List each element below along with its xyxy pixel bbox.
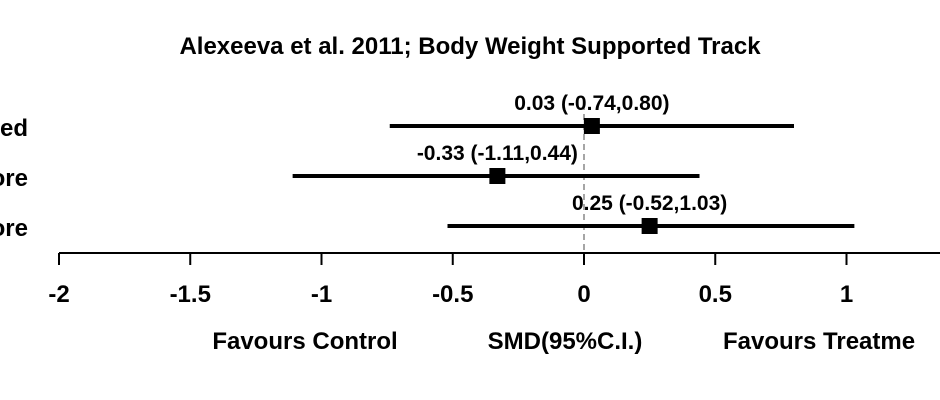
point-estimate-marker bbox=[641, 218, 658, 234]
x-tick-label: 1 bbox=[840, 281, 853, 308]
ci-data-label: -0.33 (-1.11,0.44) bbox=[417, 142, 578, 165]
x-axis: -2 -1.5 -1 -0.5 0 0.5 1 bbox=[48, 252, 940, 308]
rows-layer: 0.03 (-0.74,0.80) ed -0.33 (-1.11,0.44) ore… bbox=[0, 92, 855, 253]
ci-data-label: 0.03 (-0.74,0.80) bbox=[514, 92, 669, 115]
row-label: ore bbox=[0, 165, 28, 192]
ci-data-label: 0.25 (-0.52,1.03) bbox=[572, 192, 727, 215]
x-tick-label: -2 bbox=[48, 281, 69, 308]
row-label: ore bbox=[0, 215, 28, 242]
favours-control-label: Favours Control bbox=[212, 328, 397, 355]
x-tick-label: -1.5 bbox=[170, 281, 211, 308]
x-tick-label: 0.5 bbox=[699, 281, 732, 308]
point-estimate-marker bbox=[583, 118, 600, 134]
smd-ci-label: SMD(95%C.I.) bbox=[488, 328, 643, 355]
row-label: ed bbox=[0, 115, 28, 142]
x-tick-label: -0.5 bbox=[432, 281, 473, 308]
footer-labels: Favours Control SMD(95%C.I.) Favours Tre… bbox=[212, 328, 915, 355]
x-tick-label: 0 bbox=[577, 281, 590, 308]
point-estimate-marker bbox=[489, 168, 506, 184]
x-tick-label: -1 bbox=[311, 281, 332, 308]
chart-title: Alexeeva et al. 2011; Body Weight Suppor… bbox=[179, 33, 761, 60]
favours-treatment-label: Favours Treatme bbox=[723, 328, 915, 355]
